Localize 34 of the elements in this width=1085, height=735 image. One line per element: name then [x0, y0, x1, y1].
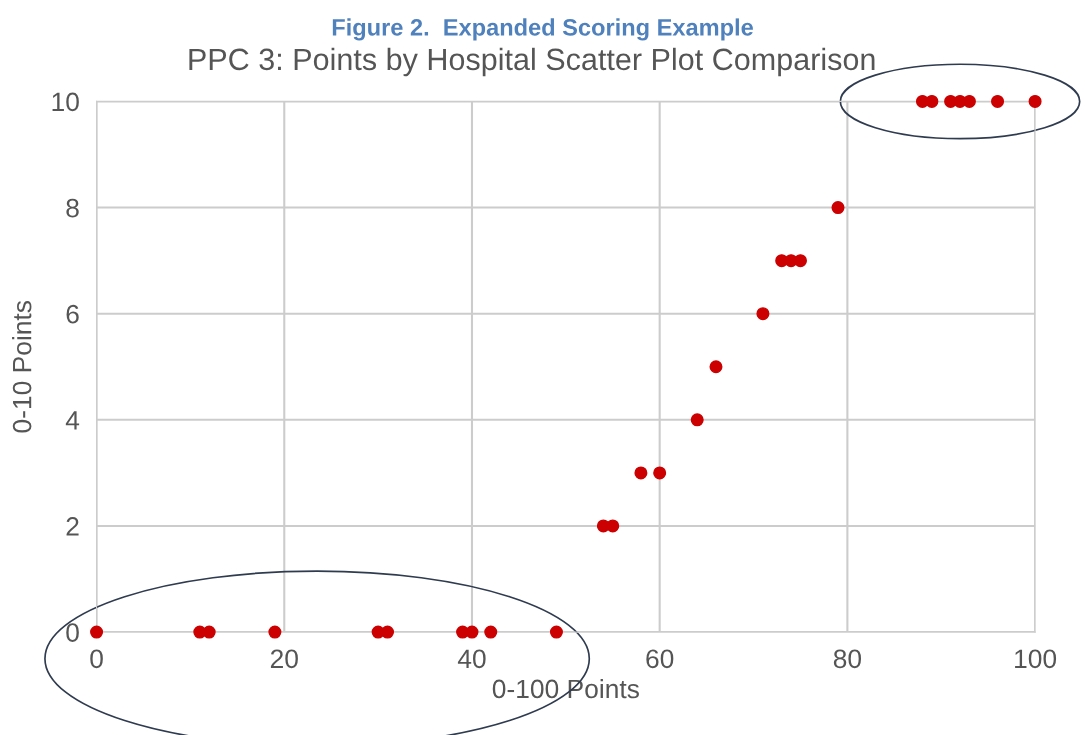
x-tick-label: 60 — [646, 649, 674, 669]
point — [690, 413, 704, 427]
point — [962, 94, 976, 108]
point — [90, 625, 104, 639]
point — [381, 625, 395, 639]
point — [634, 466, 648, 480]
point — [202, 625, 216, 639]
point — [925, 94, 939, 108]
y-tick-label: 10 — [52, 92, 79, 112]
point — [484, 625, 498, 639]
point — [1028, 94, 1042, 108]
point — [756, 307, 770, 321]
point — [465, 625, 479, 639]
y-tick-label: 6 — [66, 304, 79, 324]
x-tick-label: 40 — [457, 649, 486, 669]
y-tick-label: 4 — [65, 411, 80, 430]
point — [268, 625, 282, 639]
y-tick-label: 8 — [66, 198, 79, 218]
x-tick-label: 80 — [833, 649, 862, 669]
x-tick-label: 100 — [1015, 649, 1057, 669]
point — [831, 201, 845, 215]
y-tick-label: 0 — [66, 623, 79, 642]
x-tick-label: 0 — [90, 649, 103, 669]
x-tick-label: 20 — [270, 649, 298, 669]
chart-subtitle: PPC 3: Points by Hospital Scatter Plot Comparison — [189, 47, 875, 77]
point — [991, 94, 1005, 108]
point — [606, 519, 620, 533]
y-axis-title: 0-10 Points — [12, 300, 32, 433]
point — [793, 254, 807, 268]
chart-title: Figure 2. Expanded Scoring Example — [332, 18, 753, 41]
point — [709, 360, 723, 374]
point — [549, 625, 563, 639]
point — [653, 466, 667, 480]
y-tick-label: 2 — [66, 517, 79, 536]
